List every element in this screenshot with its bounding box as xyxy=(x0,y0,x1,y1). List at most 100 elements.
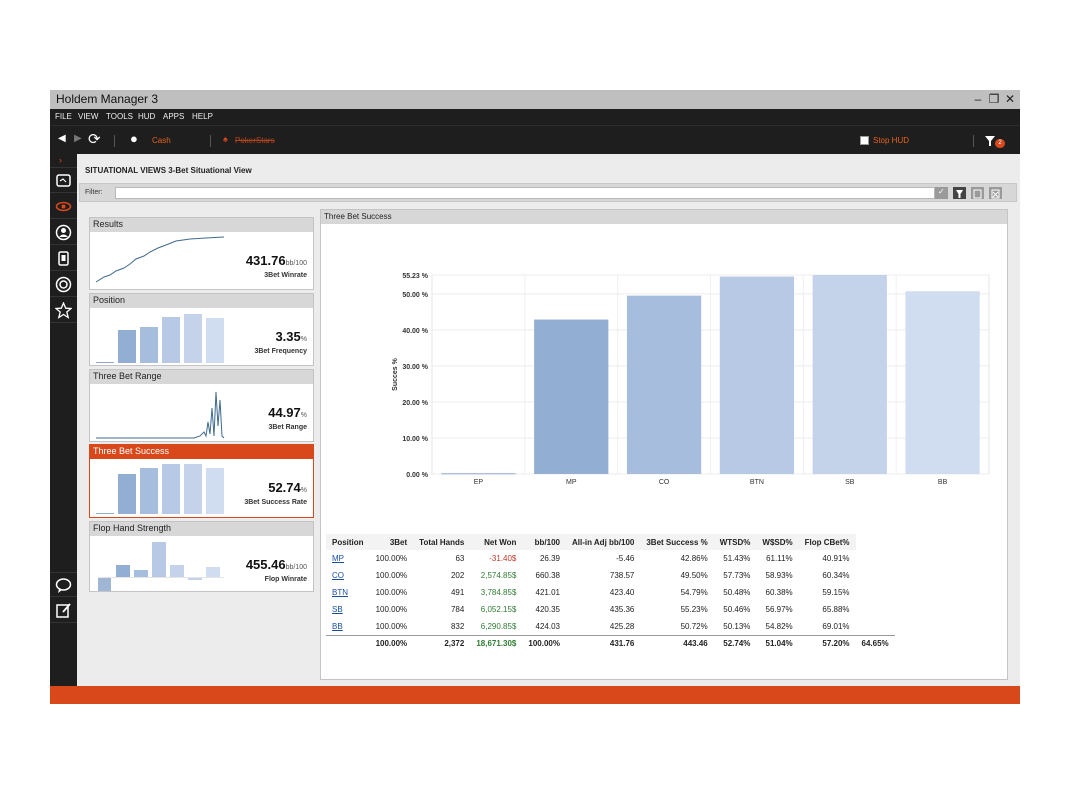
results-label: 3Bet Winrate xyxy=(264,272,307,279)
table-cell: 49.50% xyxy=(680,571,708,580)
flop-hand-strength-card[interactable]: Flop Hand Strength 455.46bb/100 Flop Win… xyxy=(89,521,314,592)
filter-input[interactable] xyxy=(115,187,935,199)
position-link[interactable]: BTN xyxy=(332,588,348,597)
y-axis-title: Succes % xyxy=(392,357,399,390)
results-card[interactable]: Results 431.76bb/100 3Bet Winrate xyxy=(89,217,314,290)
cell-position[interactable]: SB xyxy=(326,601,370,618)
table-header-row: Position 3Bet Total Hands Net Won bb/100… xyxy=(326,534,895,550)
cell-position[interactable]: MP xyxy=(326,550,370,567)
app-window: Holdem Manager 3 – ❐ ✕ FILE VIEW TOOLS H… xyxy=(50,90,1020,704)
results-sparkline xyxy=(95,236,224,283)
sidebar-item-reports[interactable] xyxy=(50,168,77,193)
y-tick-label: 20.00 % xyxy=(402,400,428,407)
table-cell: 100.00% xyxy=(375,621,408,631)
table-row[interactable]: BB 100.00% 832 6,290.85$ 424.03 425.28 5… xyxy=(326,618,895,635)
sidebar-item-leak-tracker[interactable] xyxy=(50,272,77,297)
menu-help[interactable]: HELP xyxy=(192,112,213,121)
three-bet-range-card[interactable]: Three Bet Range 44.97% 3Bet Range xyxy=(89,369,314,442)
sidebar-item-players[interactable] xyxy=(50,220,77,245)
refresh-icon[interactable]: ⟳ xyxy=(88,131,101,148)
column-header[interactable]: 3Bet xyxy=(369,534,414,550)
position-mini-chart xyxy=(96,314,224,363)
filter-save-button[interactable] xyxy=(971,187,984,199)
table-cell: -31.40$ xyxy=(489,554,517,563)
column-header[interactable]: All-in Adj bb/100 xyxy=(565,534,641,550)
position-link[interactable]: CO xyxy=(332,571,344,580)
table-cell: 100.00% xyxy=(375,588,408,597)
toolbar-divider xyxy=(973,135,974,147)
menu-view[interactable]: VIEW xyxy=(78,112,99,121)
card-title: Results xyxy=(90,218,313,232)
menu-file[interactable]: FILE xyxy=(55,112,72,121)
column-header[interactable]: 3Bet Success % xyxy=(640,534,714,550)
column-header[interactable]: Total Hands xyxy=(413,534,471,550)
reports-icon xyxy=(56,174,71,187)
sidebar-item-hand-replayer[interactable] xyxy=(50,246,77,271)
y-tick-label: 55.23 % xyxy=(402,273,428,280)
table-cell: 56.97% xyxy=(765,605,793,614)
bar-co xyxy=(626,295,702,474)
flop-value: 455.46bb/100 xyxy=(245,557,307,572)
filter-edit-button[interactable] xyxy=(953,187,966,199)
menu-hud[interactable]: HUD xyxy=(138,112,156,121)
restore-icon[interactable]: ❐ xyxy=(988,92,1000,106)
position-value: 3.35% xyxy=(275,329,307,344)
column-header[interactable]: Flop CBet% xyxy=(798,534,856,550)
close-icon[interactable]: ✕ xyxy=(1004,92,1016,106)
forward-icon[interactable]: ▶ xyxy=(74,133,82,144)
position-card[interactable]: Position 3.35% 3Bet Frequency xyxy=(89,293,314,366)
table-cell: 52.74% xyxy=(713,634,757,652)
cell-position[interactable]: BB xyxy=(326,618,370,635)
filter-icon[interactable] xyxy=(984,135,996,147)
filter-clear-button[interactable] xyxy=(989,187,1002,199)
sidebar-item-chat[interactable] xyxy=(50,572,77,597)
filter-apply-button[interactable]: ✓ xyxy=(935,187,948,199)
column-header[interactable]: W$SD% xyxy=(756,534,799,550)
table-row[interactable]: BTN 100.00% 491 3,784.85$ 421.01 423.40 … xyxy=(326,584,895,601)
sidebar-item-notes[interactable] xyxy=(50,598,77,623)
title-bar: Holdem Manager 3 – ❐ ✕ xyxy=(50,90,1020,109)
column-header[interactable]: Position xyxy=(326,534,370,550)
stop-hud-checkbox[interactable] xyxy=(860,136,869,145)
game-type-button[interactable]: Cash xyxy=(152,136,171,145)
three-bet-success-card[interactable]: Three Bet Success 52.74% 3Bet Success Ra… xyxy=(89,444,314,518)
back-icon[interactable]: ◀ xyxy=(58,133,66,144)
menu-apps[interactable]: APPS xyxy=(163,112,185,121)
position-link[interactable]: SB xyxy=(332,605,343,614)
column-header[interactable]: bb/100 xyxy=(522,534,566,550)
eye-icon xyxy=(55,201,72,212)
cell-position[interactable]: CO xyxy=(326,567,370,584)
table-cell xyxy=(856,601,895,618)
cash-game-icon[interactable]: ● xyxy=(130,131,138,146)
column-header[interactable]: WTSD% xyxy=(713,534,757,550)
sidebar-item-situational-views[interactable] xyxy=(50,194,77,219)
minimize-icon[interactable]: – xyxy=(974,92,982,106)
save-icon xyxy=(973,189,982,199)
table-cell: 491 xyxy=(450,588,465,597)
menu-tools[interactable]: TOOLS xyxy=(106,112,133,121)
range-value: 44.97% xyxy=(268,405,307,420)
sidebar-item-favorites[interactable] xyxy=(50,298,77,323)
cell-position[interactable]: BTN xyxy=(326,584,370,601)
table-cell: 57.20% xyxy=(798,634,856,652)
table-cell: 18,671.30$ xyxy=(470,634,523,652)
position-link[interactable]: BB xyxy=(332,621,343,631)
flop-mini-chart xyxy=(98,542,224,591)
table-cell: 69.01% xyxy=(822,621,850,631)
table-cell: 443.46 xyxy=(640,634,714,652)
table-cell: 59.15% xyxy=(822,588,850,597)
column-header[interactable]: Net Won xyxy=(470,534,523,550)
sidebar-expand-button[interactable]: › xyxy=(50,154,77,168)
table-row[interactable]: SB 100.00% 784 6,052.15$ 420.35 435.36 5… xyxy=(326,601,895,618)
bar-sb xyxy=(812,275,887,474)
table-row[interactable]: CO 100.00% 202 2,574.85$ 660.38 738.57 4… xyxy=(326,567,895,584)
site-selector[interactable]: PokerStars xyxy=(235,136,275,145)
stop-hud-label[interactable]: Stop HUD xyxy=(873,136,910,145)
range-label: 3Bet Range xyxy=(268,424,307,431)
table-row[interactable]: MP 100.00% 63 -31.40$ 26.39 -5.46 42.86%… xyxy=(326,550,895,567)
clear-icon xyxy=(991,189,1000,199)
position-link[interactable]: MP xyxy=(332,554,344,563)
table-cell: 832 xyxy=(450,621,465,631)
target-icon xyxy=(55,276,72,293)
filter-label: Filter: xyxy=(85,189,103,196)
